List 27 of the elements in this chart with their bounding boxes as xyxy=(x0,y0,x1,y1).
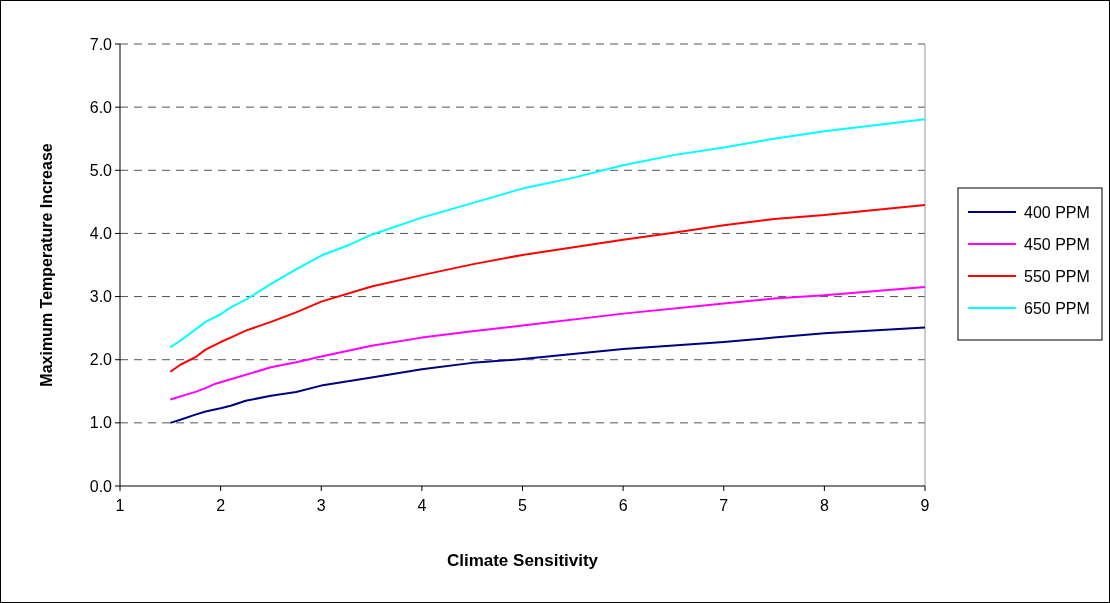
legend-label: 550 PPM xyxy=(1024,267,1090,285)
y-tick-label: 1.0 xyxy=(89,414,113,432)
y-tick-label: 7.0 xyxy=(89,35,113,53)
y-axis-title: Maximum Temperature Increase xyxy=(38,143,55,387)
line-series xyxy=(169,286,926,401)
y-tick-label: 6.0 xyxy=(89,98,113,116)
x-tick-label: 2 xyxy=(216,497,226,514)
x-tick-label: 6 xyxy=(618,497,628,514)
y-tick-label: 4.0 xyxy=(89,225,113,243)
x-tick-label: 4 xyxy=(417,497,427,514)
x-tick-label: 8 xyxy=(819,497,829,514)
legend-label: 450 PPM xyxy=(1024,235,1090,253)
x-tick-label: 7 xyxy=(719,497,729,514)
x-axis-title: Climate Sensitivity xyxy=(446,551,599,570)
x-tick-label: 3 xyxy=(316,497,326,514)
legend-label: 650 PPM xyxy=(1024,299,1090,317)
line-series xyxy=(169,118,926,349)
legend-label: 400 PPM xyxy=(1024,203,1090,221)
y-tick-label: 5.0 xyxy=(89,161,113,179)
y-tick-label: 3.0 xyxy=(89,288,113,306)
x-tick-label: 1 xyxy=(115,497,125,514)
x-tick-label: 5 xyxy=(518,497,528,514)
y-tick-label: 0.0 xyxy=(89,477,113,495)
x-tick-label: 9 xyxy=(920,497,930,514)
y-tick-label: 2.0 xyxy=(89,351,113,369)
line-series xyxy=(169,326,926,424)
line-series xyxy=(169,204,926,373)
